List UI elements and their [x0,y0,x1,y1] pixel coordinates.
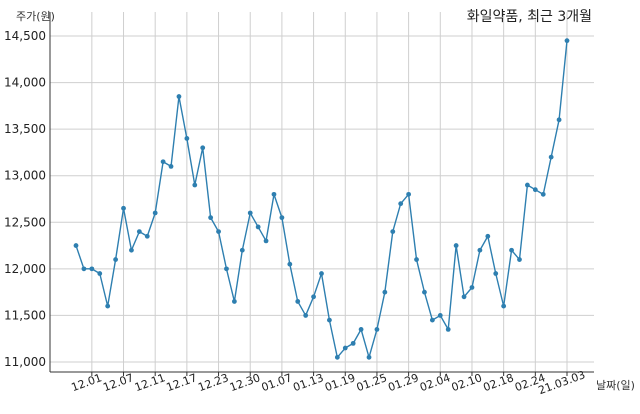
data-point [144,233,150,239]
data-point [160,159,166,165]
data-point [406,191,412,197]
data-point [319,271,324,276]
data-point [485,233,491,239]
y-tick-label: 14,500 [4,29,46,43]
data-point [176,94,182,99]
data-point [231,299,237,304]
data-point [382,289,388,295]
data-point [334,354,340,360]
data-point [461,294,467,300]
y-tick-label: 12,500 [4,215,46,229]
data-point [129,247,134,253]
axes [49,12,594,376]
y-tick-label: 13,000 [4,169,46,183]
data-point [136,229,142,235]
x-tick-label: 21.03.03 [537,368,587,397]
data-point [327,317,332,323]
x-tick-label: 01.19 [323,371,357,394]
data-point [239,247,245,253]
data-point [493,271,499,276]
data-point [517,257,522,262]
data-point [279,215,285,221]
data-point [184,136,190,141]
x-tick-label: 12.23 [196,371,230,394]
x-tick-label: 02.04 [418,371,452,394]
data-point [113,257,118,262]
x-tick-label: 02.18 [481,371,515,394]
data-points [73,38,570,360]
data-point [89,266,95,272]
data-point [342,345,348,351]
data-point [168,164,174,169]
x-tick-label: 01.25 [355,371,389,394]
data-point [509,247,514,253]
x-tick-label: 12.07 [101,371,135,394]
data-point [192,182,198,188]
data-point [97,271,103,276]
data-point [224,266,229,272]
data-point [564,38,570,44]
x-tick-label: 12.17 [165,371,199,394]
data-point [152,210,158,216]
gridlines [50,12,594,372]
data-point [422,289,427,295]
y-tick-label: 11,500 [4,308,46,322]
data-point [548,154,554,160]
data-point [311,294,316,300]
y-tick-label: 11,000 [4,355,46,369]
x-tick-label: 12.11 [133,371,167,394]
data-point [105,303,111,309]
x-tick-label: 12.30 [228,371,262,394]
data-point [445,327,451,332]
data-point [556,117,562,123]
y-tick-label: 13,500 [4,122,46,136]
data-point [469,285,475,290]
data-point [501,303,507,309]
data-point [358,327,364,332]
data-point [303,313,309,318]
data-point [263,238,269,244]
data-point [255,224,261,230]
data-point [271,191,277,197]
data-point [247,210,253,216]
data-point [390,229,396,235]
data-point [216,229,221,235]
y-axis-label: 주가(원) [16,10,55,23]
x-tick-label: 01.13 [291,371,325,394]
data-point [414,257,419,262]
data-point [374,327,380,332]
data-point [200,145,206,151]
data-point [287,261,293,267]
data-point [429,317,435,323]
price-series [75,40,568,359]
data-point [532,187,538,193]
data-point [525,182,530,188]
data-point [437,313,443,318]
data-point [398,201,404,207]
data-point [81,266,87,272]
data-point [366,354,372,360]
x-tick-label: 12.01 [70,371,104,394]
data-point [540,191,546,197]
series-line [75,40,568,359]
data-point [121,205,126,211]
data-point [477,247,483,253]
x-axis-label: 날짜(일) [596,378,635,392]
chart-title: 화일약품, 최근 3개월 [467,9,592,25]
x-tick-label: 01.07 [260,371,294,394]
data-point [295,299,301,304]
data-point [453,243,459,248]
data-point [350,340,356,346]
data-point [73,243,79,248]
y-tick-label: 12,000 [4,262,46,276]
x-tick-label: 02.10 [450,371,484,394]
x-tick-label: 01.29 [386,371,420,394]
data-point [208,215,214,221]
y-tick-label: 14,000 [4,76,46,90]
